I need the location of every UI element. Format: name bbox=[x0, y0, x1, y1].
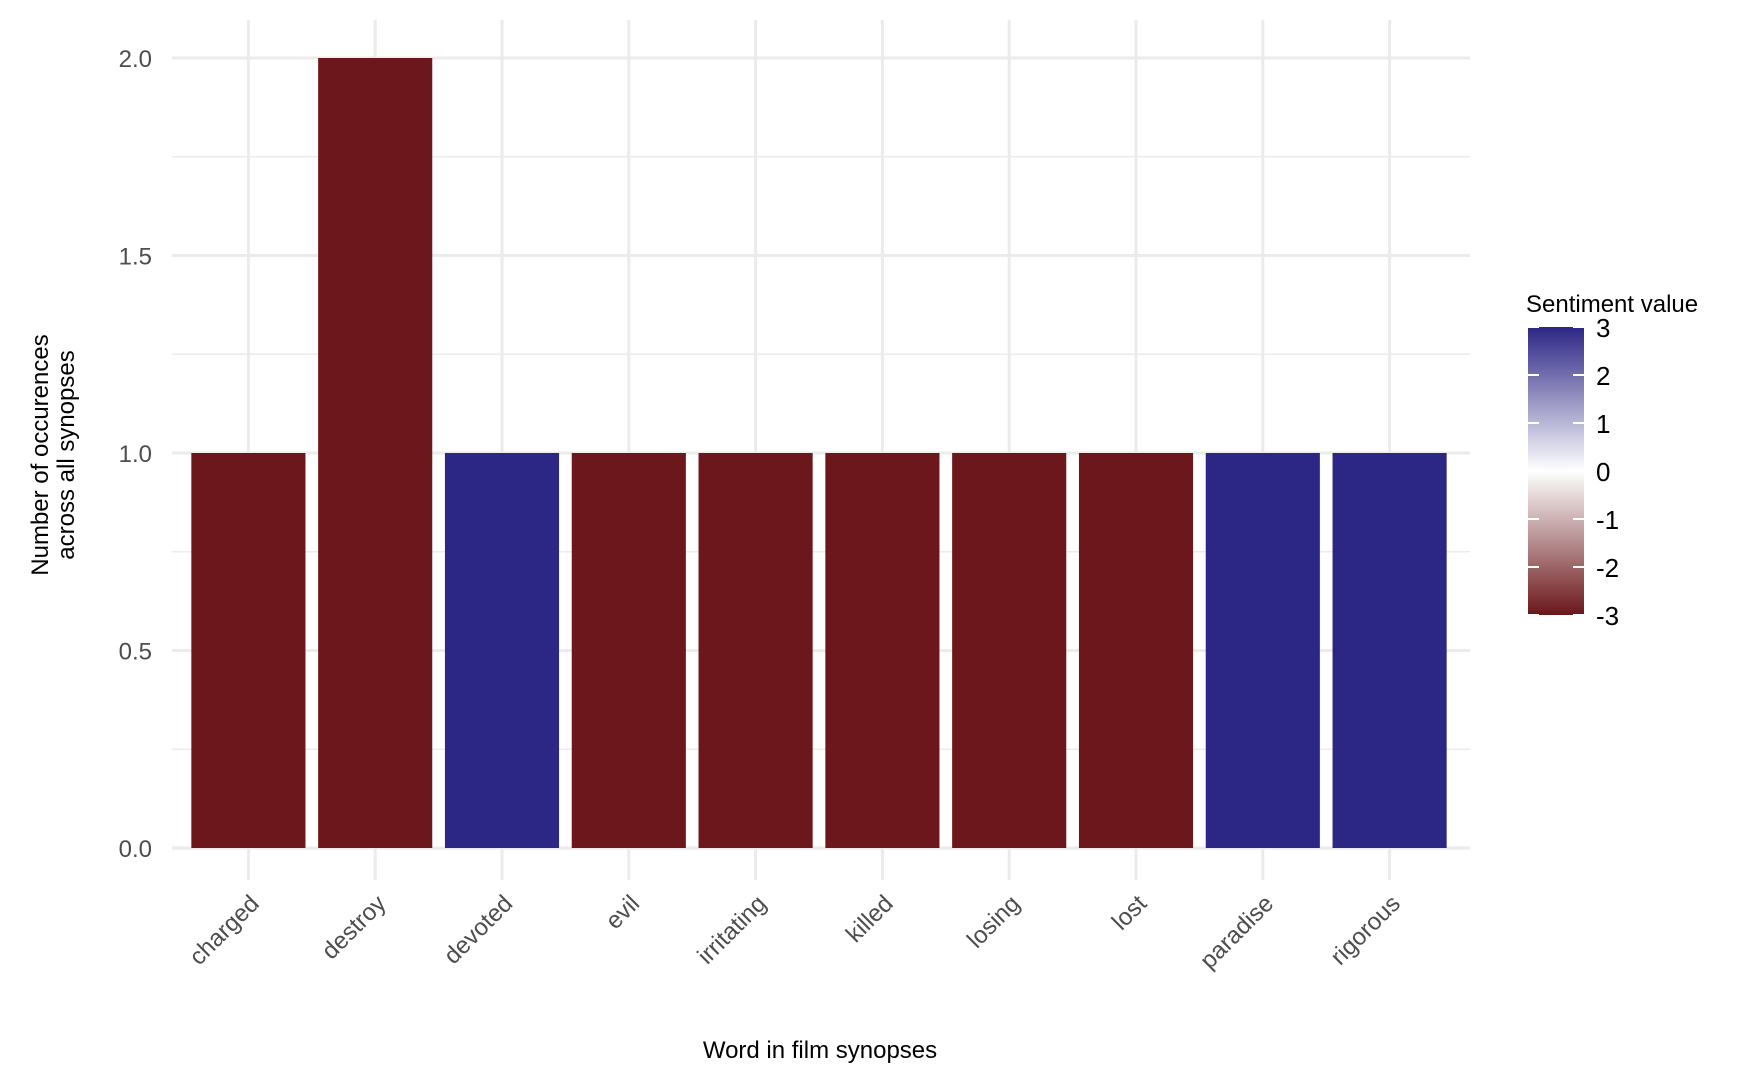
y-tick-label: 2.0 bbox=[119, 46, 152, 73]
bar-losing bbox=[952, 453, 1067, 848]
bar-paradise bbox=[1205, 453, 1320, 848]
legend: Sentiment value 3 2 1 0 -1 -2 -3 bbox=[1526, 291, 1698, 631]
legend-tick-label: 0 bbox=[1596, 457, 1610, 487]
x-axis-title: Word in film synopses bbox=[703, 1037, 937, 1064]
x-tick-label: irritating bbox=[692, 890, 771, 969]
x-tick-label: lost bbox=[1107, 890, 1153, 936]
bar-irritating bbox=[698, 453, 813, 848]
legend-tick-label: 1 bbox=[1596, 409, 1610, 439]
x-tick-label: paradise bbox=[1195, 890, 1279, 974]
y-axis-title-line-2: across all synopses bbox=[53, 350, 80, 559]
x-tick-label: losing bbox=[962, 890, 1025, 953]
bar-destroy bbox=[318, 58, 433, 848]
y-tick-labels: 0.0 0.5 1.0 1.5 2.0 bbox=[119, 46, 152, 863]
legend-tick-label: 3 bbox=[1596, 313, 1610, 343]
x-tick-label: killed bbox=[841, 890, 899, 948]
legend-tick-label: 2 bbox=[1596, 361, 1610, 391]
x-tick-labels: charged destroy devoted evil irritating kille… bbox=[184, 890, 1406, 974]
bar-evil bbox=[571, 453, 686, 848]
y-tick-label: 1.5 bbox=[119, 244, 152, 271]
y-axis-title: Number of occurences across all synopses bbox=[27, 334, 80, 575]
x-tick-label: destroy bbox=[317, 890, 392, 965]
bar-lost bbox=[1078, 453, 1194, 848]
legend-title: Sentiment value bbox=[1526, 291, 1698, 318]
legend-tick-label: -2 bbox=[1596, 553, 1619, 583]
bars bbox=[191, 58, 1447, 848]
y-axis-title-line-1: Number of occurences bbox=[27, 334, 54, 575]
y-tick-label: 0.5 bbox=[119, 639, 152, 666]
x-tick-label: rigorous bbox=[1325, 890, 1405, 970]
x-tick-label: charged bbox=[184, 890, 264, 970]
legend-tick-label: -3 bbox=[1596, 601, 1619, 631]
bar-devoted bbox=[444, 453, 560, 848]
bar-killed bbox=[825, 453, 940, 848]
legend-tick-label: -1 bbox=[1596, 505, 1619, 535]
bar-rigorous bbox=[1332, 453, 1447, 848]
x-tick-label: evil bbox=[600, 890, 645, 935]
x-tick-label: devoted bbox=[439, 890, 518, 969]
y-tick-label: 1.0 bbox=[119, 441, 152, 468]
bar-charged bbox=[191, 453, 306, 848]
y-tick-label: 0.0 bbox=[119, 836, 152, 863]
legend-ticks: 3 2 1 0 -1 -2 -3 bbox=[1528, 313, 1619, 631]
